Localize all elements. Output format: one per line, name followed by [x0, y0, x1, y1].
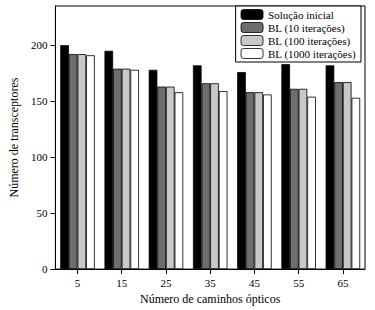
svg-text:35: 35: [205, 277, 217, 289]
svg-text:50: 50: [36, 207, 48, 219]
svg-text:Solução inicial: Solução inicial: [268, 9, 334, 21]
svg-text:5: 5: [75, 277, 81, 289]
svg-text:45: 45: [249, 277, 260, 289]
svg-text:15: 15: [116, 277, 128, 289]
svg-text:BL (1000 iterações): BL (1000 iterações): [268, 48, 356, 61]
svg-text:Número de transceptores: Número de transceptores: [7, 77, 21, 197]
svg-text:BL (100 iterações): BL (100 iterações): [268, 35, 350, 48]
svg-text:100: 100: [31, 151, 48, 163]
svg-text:200: 200: [31, 39, 48, 51]
svg-text:0: 0: [42, 263, 48, 275]
svg-text:150: 150: [31, 95, 48, 107]
svg-text:Número de caminhos ópticos: Número de caminhos ópticos: [140, 292, 281, 306]
svg-text:BL (10 iterações): BL (10 iterações): [268, 22, 345, 35]
svg-text:65: 65: [337, 277, 349, 289]
svg-text:25: 25: [160, 277, 172, 289]
svg-text:55: 55: [293, 277, 305, 289]
